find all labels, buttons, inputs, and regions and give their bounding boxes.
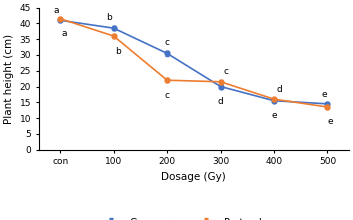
- Y-axis label: Plant height (cm): Plant height (cm): [4, 34, 14, 124]
- Text: a: a: [62, 29, 67, 38]
- Text: c: c: [223, 67, 228, 76]
- Text: d: d: [218, 97, 223, 106]
- Text: b: b: [107, 13, 112, 22]
- Text: e: e: [322, 90, 328, 99]
- Legend: Gamma-ray, Proton-beam: Gamma-ray, Proton-beam: [97, 214, 291, 220]
- Text: d: d: [276, 85, 282, 94]
- Text: e: e: [327, 117, 333, 126]
- Text: c: c: [164, 91, 170, 100]
- X-axis label: Dosage (Gy): Dosage (Gy): [161, 172, 226, 182]
- Text: b: b: [115, 47, 121, 56]
- Text: c: c: [164, 38, 170, 47]
- Text: a: a: [53, 6, 59, 15]
- Text: e: e: [271, 111, 277, 120]
